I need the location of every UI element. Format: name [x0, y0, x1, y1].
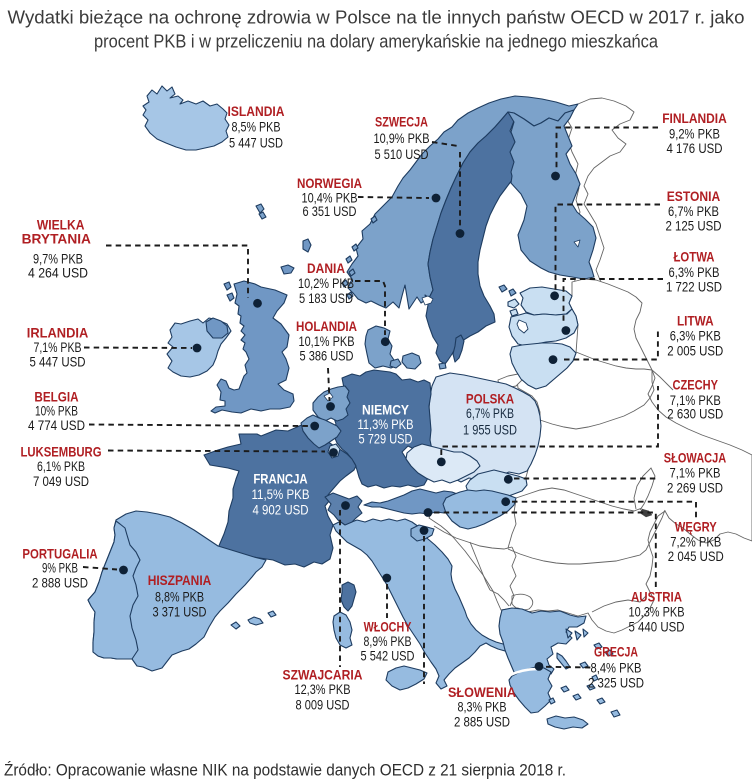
svg-text:2 125 USD: 2 125 USD — [666, 217, 722, 233]
svg-text:4 774 USD: 4 774 USD — [28, 417, 85, 433]
svg-text:4 264 USD: 4 264 USD — [28, 265, 88, 281]
svg-text:2 045 USD: 2 045 USD — [668, 548, 724, 564]
svg-text:9% PKB: 9% PKB — [42, 560, 78, 576]
svg-text:2 885 USD: 2 885 USD — [454, 714, 510, 730]
svg-text:DANIA: DANIA — [307, 260, 345, 276]
svg-text:6,7% PKB: 6,7% PKB — [668, 203, 719, 219]
svg-text:8,8% PKB: 8,8% PKB — [155, 589, 204, 605]
svg-text:6 351 USD: 6 351 USD — [303, 203, 357, 219]
svg-text:8,9% PKB: 8,9% PKB — [364, 633, 412, 649]
svg-text:ŁOTWA: ŁOTWA — [674, 249, 715, 265]
svg-text:2 325 USD: 2 325 USD — [588, 675, 644, 691]
svg-text:7,1% PKB: 7,1% PKB — [670, 392, 721, 408]
svg-text:2 005 USD: 2 005 USD — [667, 342, 723, 358]
svg-text:10,1% PKB: 10,1% PKB — [299, 333, 355, 349]
svg-text:WIELKA: WIELKA — [37, 217, 85, 233]
svg-text:CZECHY: CZECHY — [673, 377, 719, 393]
svg-text:SŁOWACJA: SŁOWACJA — [664, 450, 727, 466]
svg-text:HOLANDIA: HOLANDIA — [296, 318, 357, 334]
svg-text:NIEMCY: NIEMCY — [362, 402, 410, 418]
svg-text:IRLANDIA: IRLANDIA — [27, 325, 89, 341]
svg-text:BELGIA: BELGIA — [34, 389, 78, 405]
svg-text:3 371 USD: 3 371 USD — [153, 604, 207, 620]
svg-text:BRYTANIA: BRYTANIA — [22, 231, 91, 247]
svg-text:5 447 USD: 5 447 USD — [229, 134, 283, 150]
svg-text:8,5% PKB: 8,5% PKB — [232, 119, 281, 135]
svg-text:ESTONIA: ESTONIA — [667, 188, 721, 204]
svg-text:4 902 USD: 4 902 USD — [253, 502, 309, 518]
svg-text:9,2% PKB: 9,2% PKB — [669, 125, 720, 141]
svg-text:WĘGRY: WĘGRY — [675, 519, 718, 535]
svg-text:FRANCJA: FRANCJA — [253, 471, 307, 487]
svg-text:8 009 USD: 8 009 USD — [296, 697, 350, 713]
svg-text:7,2% PKB: 7,2% PKB — [670, 534, 721, 550]
svg-text:5 183 USD: 5 183 USD — [299, 290, 353, 306]
svg-text:4 176 USD: 4 176 USD — [667, 140, 723, 156]
svg-text:10,3% PKB: 10,3% PKB — [629, 604, 685, 620]
svg-text:7 049 USD: 7 049 USD — [33, 473, 89, 489]
svg-text:FINLANDIA: FINLANDIA — [662, 110, 727, 126]
svg-text:6,3% PKB: 6,3% PKB — [669, 264, 720, 280]
svg-text:Źródło: Opracowanie własne NIK: Źródło: Opracowanie własne NIK na podsta… — [4, 761, 566, 780]
svg-text:5 542 USD: 5 542 USD — [361, 648, 415, 664]
svg-text:NORWEGIA: NORWEGIA — [297, 175, 362, 191]
svg-text:WŁOCHY: WŁOCHY — [364, 619, 412, 635]
svg-text:2 888 USD: 2 888 USD — [32, 574, 88, 590]
svg-text:6,1% PKB: 6,1% PKB — [37, 458, 85, 474]
svg-text:9,7% PKB: 9,7% PKB — [33, 251, 83, 267]
svg-text:AUSTRIA: AUSTRIA — [631, 589, 682, 605]
svg-text:5 440 USD: 5 440 USD — [629, 619, 685, 635]
svg-text:8,4% PKB: 8,4% PKB — [591, 660, 642, 676]
svg-text:2 269 USD: 2 269 USD — [667, 480, 723, 496]
svg-text:10,2% PKB: 10,2% PKB — [298, 275, 354, 291]
svg-text:SŁOWENIA: SŁOWENIA — [448, 684, 516, 700]
svg-text:SZWAJCARIA: SZWAJCARIA — [283, 667, 363, 683]
svg-text:12,3% PKB: 12,3% PKB — [295, 681, 351, 697]
svg-text:7,1% PKB: 7,1% PKB — [670, 465, 721, 481]
svg-text:Wydatki bieżące na ochronę zdr: Wydatki bieżące na ochronę zdrowia w Pol… — [8, 7, 745, 28]
svg-text:5 510 USD: 5 510 USD — [375, 146, 429, 162]
svg-text:GRECJA: GRECJA — [594, 644, 638, 660]
svg-text:PORTUGALIA: PORTUGALIA — [22, 546, 97, 562]
svg-text:5 447 USD: 5 447 USD — [30, 354, 86, 370]
svg-text:procent PKB i w przeliczeniu n: procent PKB i w przeliczeniu na dolary a… — [94, 31, 659, 52]
svg-text:5 729 USD: 5 729 USD — [359, 431, 413, 447]
svg-text:1 722 USD: 1 722 USD — [666, 279, 722, 295]
svg-text:11,3% PKB: 11,3% PKB — [358, 416, 414, 432]
svg-text:LUKSEMBURG: LUKSEMBURG — [20, 444, 101, 460]
svg-text:7,1% PKB: 7,1% PKB — [34, 339, 82, 355]
svg-text:10,4% PKB: 10,4% PKB — [302, 189, 358, 205]
svg-text:SZWECJA: SZWECJA — [375, 114, 428, 130]
svg-text:5 386 USD: 5 386 USD — [300, 348, 354, 364]
svg-text:8,3% PKB: 8,3% PKB — [458, 699, 507, 715]
svg-text:ISLANDIA: ISLANDIA — [228, 103, 285, 119]
svg-text:10,9% PKB: 10,9% PKB — [374, 130, 430, 146]
svg-text:10% PKB: 10% PKB — [35, 403, 78, 419]
svg-text:1 955 USD: 1 955 USD — [463, 422, 517, 438]
svg-text:11,5% PKB: 11,5% PKB — [252, 486, 310, 502]
svg-text:6,7% PKB: 6,7% PKB — [466, 405, 514, 421]
svg-text:HISZPANIA: HISZPANIA — [148, 572, 212, 588]
svg-text:POLSKA: POLSKA — [466, 391, 514, 407]
svg-text:LITWA: LITWA — [677, 313, 714, 329]
svg-text:6,3% PKB: 6,3% PKB — [670, 328, 721, 344]
svg-text:2 630 USD: 2 630 USD — [667, 406, 723, 422]
